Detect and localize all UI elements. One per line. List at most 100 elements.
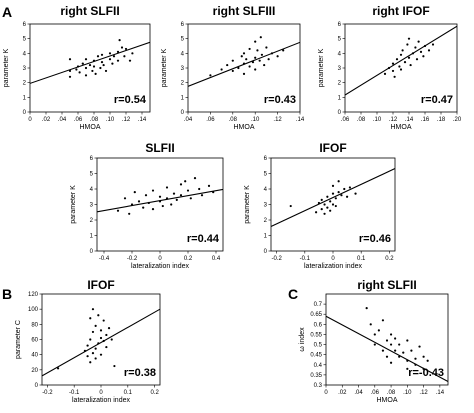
data-point [99, 336, 103, 340]
data-point [130, 203, 134, 206]
regression-line [345, 25, 457, 96]
data-point [317, 201, 321, 205]
y-tick-label: 1 [23, 95, 27, 101]
y-tick-label: 5 [181, 37, 185, 43]
data-point [124, 47, 128, 51]
data-point [91, 330, 95, 334]
x-tick-label: -0.2 [42, 390, 53, 396]
data-point [111, 62, 114, 65]
data-point [212, 191, 215, 194]
data-point [398, 65, 401, 68]
y-tick-label: 1 [181, 95, 185, 101]
x-tick-label: .10 [403, 390, 412, 396]
x-tick-label: .02 [42, 117, 51, 123]
data-point [144, 194, 148, 197]
y-tick-label: 0 [90, 249, 94, 255]
y-tick-label: 2 [338, 81, 342, 87]
data-point [377, 329, 380, 332]
data-point [323, 212, 326, 215]
data-point [88, 63, 92, 67]
chart-title: right SLFIII [213, 4, 276, 18]
data-point [331, 203, 335, 206]
y-tick-label: 5 [264, 172, 268, 178]
x-tick-label: -0.2 [127, 256, 138, 262]
y-axis-label: parameter K [318, 48, 325, 87]
data-point [108, 58, 112, 61]
data-point [116, 50, 120, 53]
x-tick-label: .12 [273, 117, 282, 123]
data-point [401, 49, 404, 52]
x-tick-label: 0.4 [212, 256, 221, 262]
x-tick-label: .06 [371, 390, 380, 396]
y-tick-label: 3 [264, 203, 268, 209]
data-point [112, 55, 116, 58]
data-point [89, 361, 92, 364]
data-point [123, 55, 126, 58]
data-point [94, 72, 97, 75]
data-point [337, 180, 340, 183]
y-tick-label: 4 [181, 51, 185, 57]
data-point [381, 349, 385, 352]
data-point [399, 68, 403, 71]
data-point [172, 192, 176, 195]
x-axis-label: lateralization index [304, 263, 362, 270]
data-point [402, 351, 405, 354]
data-point [426, 359, 429, 362]
data-point [94, 324, 97, 327]
y-tick-label: 2 [181, 81, 185, 87]
data-point [97, 342, 100, 345]
x-tick-label: 0.2 [184, 256, 193, 262]
x-tick-label: .08 [387, 390, 396, 396]
data-point [406, 367, 409, 370]
x-tick-label: .10 [106, 117, 115, 123]
data-point [245, 58, 248, 61]
data-point [314, 211, 318, 214]
data-point [104, 69, 108, 73]
x-tick-label: 0 [324, 390, 328, 396]
data-point [331, 192, 335, 195]
data-point [414, 46, 417, 49]
data-point [334, 197, 337, 200]
x-tick-label: 0 [331, 256, 335, 262]
y-tick-label: 5 [90, 172, 94, 178]
data-point [102, 319, 105, 322]
data-point [385, 339, 389, 342]
data-point [267, 58, 270, 61]
y-tick-label: 0.55 [310, 332, 322, 338]
chart-right-slfii-hmoa: right SLFII 0 .02 .04 .06 .08 .10 .12 .14 0 1 2 3 4 5 6… [3, 4, 151, 131]
x-axis-label: lateralization index [72, 397, 130, 404]
y-axis-label: ω index [299, 327, 306, 352]
data-point [254, 40, 257, 43]
regression-line [271, 168, 395, 228]
data-point [105, 345, 108, 349]
data-point [411, 52, 415, 55]
data-point [329, 200, 332, 203]
data-point [68, 69, 72, 73]
x-tick-label: 0 [99, 390, 103, 396]
correlation-label: r=0.38 [124, 367, 156, 379]
chart-title: SLFII [145, 141, 174, 155]
data-point [331, 184, 335, 187]
x-tick-label: .10 [373, 117, 382, 123]
x-tick-label: -0.2 [271, 256, 282, 262]
x-tick-label: .14 [405, 117, 414, 123]
data-point [76, 65, 80, 68]
data-point [179, 183, 183, 186]
y-tick-label: 0 [264, 249, 268, 255]
data-point [251, 61, 255, 64]
data-point [414, 357, 417, 360]
y-tick-label: 2 [23, 81, 27, 87]
y-tick-label: 6 [181, 22, 185, 28]
data-point [373, 333, 376, 336]
data-point [254, 56, 257, 59]
data-point [354, 192, 357, 195]
data-point [133, 191, 136, 194]
data-point [242, 62, 246, 65]
data-point [422, 355, 425, 358]
x-tick-label: 0.2 [150, 390, 159, 396]
y-tick-label: 0.7 [314, 302, 323, 308]
y-tick-label: 5 [338, 37, 342, 43]
data-point [242, 72, 246, 75]
correlation-label: r=0.43 [264, 94, 296, 106]
